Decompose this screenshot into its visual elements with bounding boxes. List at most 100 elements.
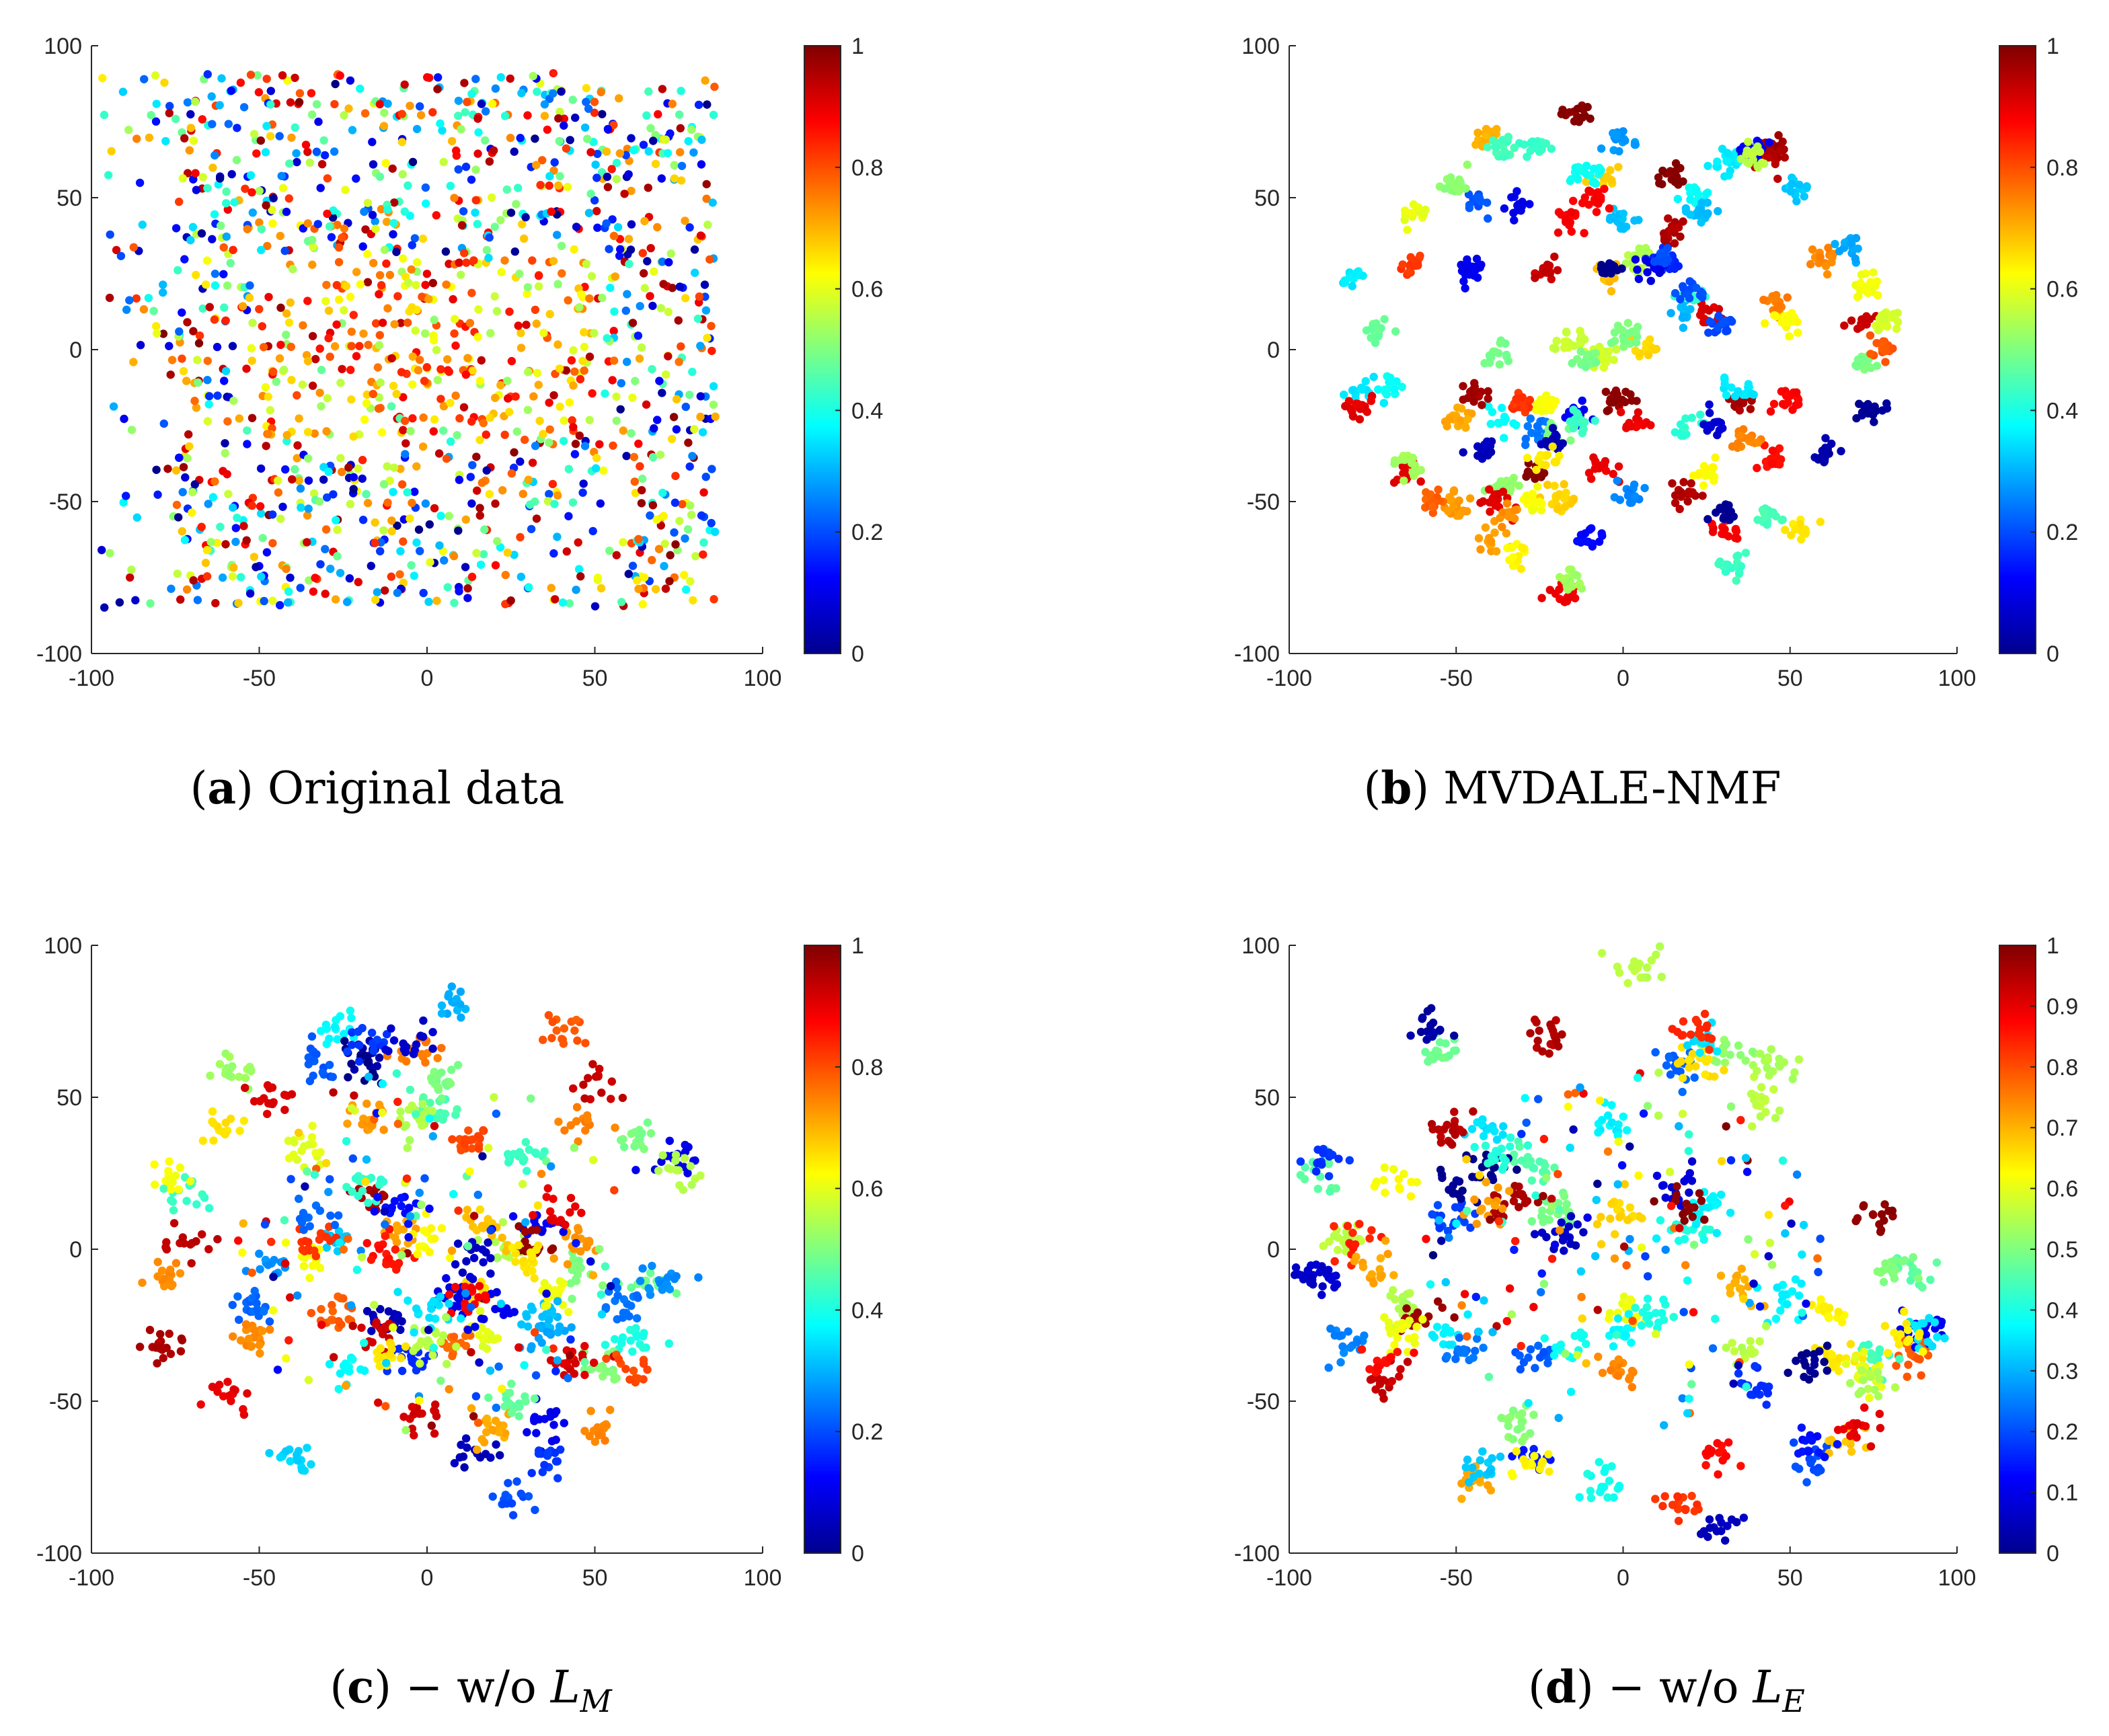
- scatter-point: [506, 1309, 514, 1318]
- scatter-point: [221, 439, 229, 448]
- scatter-point: [1548, 424, 1558, 432]
- scatter-point: [370, 1207, 379, 1216]
- scatter-point: [709, 382, 718, 391]
- scatter-point: [463, 1206, 472, 1214]
- scatter-point: [1469, 397, 1478, 406]
- scatter-point: [343, 1047, 352, 1056]
- scatter-point: [406, 426, 415, 436]
- scatter-point: [1634, 408, 1643, 417]
- scatter-point: [1561, 502, 1570, 511]
- caption-b-text: MVDALE-NMF: [1443, 762, 1781, 814]
- scatter-point: [588, 526, 597, 536]
- scatter-point: [401, 1342, 410, 1351]
- scatter-point: [450, 329, 459, 338]
- scatter-point: [124, 126, 133, 134]
- scatter-point: [1679, 312, 1688, 321]
- scatter-point: [1759, 295, 1768, 305]
- scatter-point: [1543, 260, 1552, 269]
- scatter-point: [486, 1226, 495, 1235]
- scatter-point: [1774, 131, 1783, 140]
- scatter-point: [496, 381, 505, 390]
- scatter-point: [559, 1228, 568, 1236]
- scatter-point: [171, 1171, 180, 1180]
- scatter-point: [106, 230, 114, 239]
- scatter-point: [606, 1281, 615, 1291]
- scatter-point: [376, 378, 385, 387]
- scatter-point: [429, 331, 438, 340]
- scatter-point: [315, 1206, 325, 1215]
- scatter-point: [659, 280, 668, 288]
- scatter-point: [367, 1255, 376, 1264]
- scatter-point: [337, 467, 346, 477]
- scatter-point: [369, 259, 378, 268]
- scatter-point: [400, 80, 409, 89]
- scatter-point: [432, 596, 441, 605]
- scatter-point: [380, 1207, 389, 1216]
- scatter-point: [1785, 332, 1794, 341]
- scatter-point: [412, 1366, 421, 1375]
- scatter-point: [663, 1273, 673, 1282]
- scatter-point: [613, 1284, 622, 1292]
- scatter-point: [418, 234, 428, 243]
- scatter-point: [410, 487, 419, 496]
- scatter-point: [560, 1024, 569, 1033]
- scatter-point: [1723, 149, 1732, 157]
- scatter-point: [1586, 474, 1596, 483]
- scatter-point: [1607, 339, 1616, 348]
- scatter-point: [322, 1039, 331, 1049]
- x-tick-label: 100: [744, 666, 782, 691]
- scatter-point: [508, 1511, 518, 1520]
- scatter-point: [304, 1238, 313, 1247]
- scatter-point: [601, 389, 609, 398]
- scatter-point: [453, 1239, 463, 1248]
- scatter-point: [553, 532, 562, 541]
- scatter-point: [534, 1449, 543, 1458]
- scatter-point: [491, 393, 500, 402]
- scatter-point: [1404, 451, 1412, 461]
- scatter-point: [609, 441, 617, 450]
- scatter-point: [458, 1268, 467, 1277]
- scatter-point: [1580, 335, 1589, 344]
- scatter-point: [378, 318, 387, 327]
- scatter-point: [397, 368, 406, 377]
- scatter-point: [491, 561, 500, 569]
- scatter-point: [1348, 282, 1357, 290]
- scatter-point: [1786, 187, 1795, 196]
- scatter-point: [424, 1325, 433, 1335]
- scatter-point: [315, 497, 324, 506]
- scatter-point: [547, 207, 555, 216]
- scatter-point: [1610, 328, 1619, 337]
- scatter-point: [144, 294, 153, 303]
- scatter-point: [1378, 1388, 1387, 1398]
- scatter-point: [1569, 424, 1578, 433]
- scatter-point: [658, 258, 667, 266]
- scatter-point: [349, 311, 358, 319]
- scatter-point: [1552, 336, 1561, 346]
- scatter-point: [449, 1333, 459, 1341]
- scatter-point: [234, 1236, 243, 1245]
- scatter-point: [467, 1144, 476, 1153]
- scatter-point: [1853, 355, 1862, 364]
- scatter-point: [626, 245, 636, 254]
- scatter-point: [467, 288, 476, 297]
- scatter-point: [286, 98, 295, 107]
- scatter-point: [340, 1037, 349, 1045]
- scatter-point: [1531, 274, 1539, 282]
- scatter-point: [1550, 252, 1559, 261]
- scatter-point: [256, 502, 265, 511]
- scatter-point: [252, 563, 260, 571]
- scatter-point: [680, 1154, 689, 1162]
- scatter-point: [1761, 319, 1769, 328]
- scatter-point: [632, 1332, 641, 1341]
- scatter-point: [227, 169, 236, 179]
- scatter-point: [471, 1392, 481, 1400]
- scatter-point: [658, 389, 666, 397]
- scatter-point: [255, 218, 264, 227]
- scatter-point: [1573, 104, 1582, 113]
- scatter-point: [221, 366, 231, 376]
- scatter-point: [527, 1226, 537, 1235]
- scatter-point: [183, 98, 192, 107]
- scatter-point: [367, 1327, 376, 1335]
- scatter-point: [264, 392, 272, 401]
- scatter-point: [298, 380, 307, 389]
